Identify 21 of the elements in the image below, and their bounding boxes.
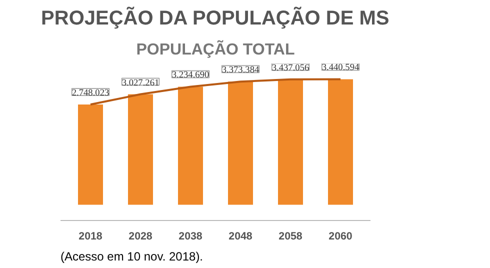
data-label: 3.373.384 <box>222 66 260 76</box>
data-label: 3.440.594 <box>322 63 360 74</box>
bar <box>278 79 303 205</box>
chart-subtitle: POPULAÇÃO TOTAL <box>136 40 295 58</box>
x-tick-label: 2028 <box>128 230 152 242</box>
x-tick-label: 2060 <box>328 230 352 242</box>
bar <box>78 104 103 205</box>
x-tick-label: 2018 <box>78 230 102 242</box>
x-tick-label: 2048 <box>228 230 252 242</box>
bar <box>128 94 153 205</box>
text: (Acesso em 10 nov. 2018). <box>60 250 204 264</box>
data-label: 3.437.056 <box>272 63 310 74</box>
data-label: 3.027.261 <box>122 78 160 88</box>
bar <box>228 82 253 205</box>
x-tick-label: 2058 <box>278 230 302 242</box>
x-tick-label: 2038 <box>178 230 202 242</box>
chart-title: PROJEÇÃO DA POPULAÇÃO DE MS <box>41 6 390 30</box>
data-label: 2.748.023 <box>72 88 110 98</box>
data-label: 3.234.690 <box>172 70 210 81</box>
bar <box>328 79 353 205</box>
bar <box>178 86 203 205</box>
